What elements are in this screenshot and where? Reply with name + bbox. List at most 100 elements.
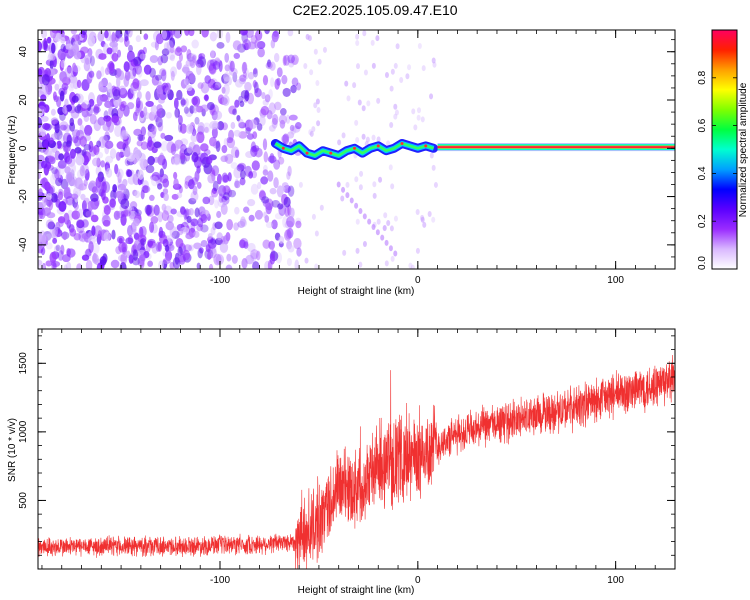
noise-blob	[188, 207, 194, 216]
noise-blob	[259, 189, 266, 199]
noise-blob	[253, 67, 258, 78]
noise-blob	[190, 218, 199, 227]
x-tick-label: -100	[210, 275, 230, 286]
noise-blob	[51, 167, 58, 175]
noise-blob	[221, 172, 229, 183]
noise-blob	[96, 70, 102, 80]
noise-blob	[395, 43, 400, 50]
noise-blob	[167, 214, 174, 223]
noise-blob	[126, 50, 135, 63]
noise-blob	[286, 216, 295, 228]
noise-blob	[413, 124, 418, 131]
noise-blob	[38, 116, 43, 129]
noise-blob	[286, 227, 294, 239]
noise-blob	[40, 129, 46, 137]
noise-blob	[52, 91, 57, 101]
noise-blob	[120, 253, 128, 265]
noise-blob	[287, 131, 295, 139]
noise-blob	[40, 115, 49, 123]
noise-blob	[38, 68, 43, 76]
noise-blob	[43, 40, 48, 52]
streak-blob	[349, 197, 354, 204]
noise-blob	[73, 203, 79, 211]
noise-blob	[271, 32, 280, 40]
noise-blob	[249, 119, 258, 129]
noise-blob	[417, 42, 422, 49]
noise-blob	[40, 160, 48, 169]
noise-blob	[41, 74, 50, 86]
noise-blob	[192, 95, 201, 107]
noise-blob	[294, 259, 300, 269]
noise-blob	[55, 244, 61, 252]
noise-blob	[195, 63, 202, 76]
noise-blob	[173, 97, 179, 110]
noise-blob	[111, 52, 119, 62]
noise-blob	[165, 111, 172, 119]
noise-blob	[98, 53, 107, 60]
noise-blob	[200, 104, 209, 113]
noise-blob	[382, 225, 387, 232]
noise-blob	[254, 147, 263, 158]
noise-blob	[161, 69, 167, 82]
noise-blob	[163, 192, 169, 202]
noise-blob	[427, 211, 432, 218]
noise-blob	[234, 149, 240, 159]
noise-blob	[150, 175, 159, 187]
noise-blob	[248, 214, 255, 222]
ridge-peak	[424, 144, 428, 148]
ridge-peak	[281, 146, 285, 150]
noise-blob	[216, 173, 222, 185]
noise-blob	[162, 158, 168, 170]
noise-blob	[58, 200, 67, 212]
noise-blob	[135, 35, 142, 43]
noise-blob	[241, 258, 248, 269]
noise-blob	[102, 95, 110, 103]
colorbar-label: Normalized spectral amplitude	[738, 82, 749, 217]
noise-blob	[178, 122, 183, 133]
noise-blob	[149, 194, 155, 202]
noise-blob	[204, 126, 209, 133]
colorbar-gradient	[711, 29, 738, 270]
noise-blob	[120, 130, 129, 140]
noise-blob	[214, 81, 221, 88]
noise-blob	[141, 185, 151, 194]
noise-blob	[172, 157, 181, 166]
noise-blob	[212, 180, 219, 192]
noise-blob	[202, 122, 211, 134]
noise-blob	[240, 169, 246, 180]
noise-blob	[69, 117, 75, 127]
ridge-peak	[329, 151, 333, 155]
noise-blob	[216, 42, 225, 49]
noise-blob	[372, 192, 377, 199]
noise-blob	[355, 247, 360, 254]
noise-blob	[278, 156, 285, 165]
noise-blob	[102, 219, 111, 227]
noise-blob	[47, 54, 53, 62]
noise-blob	[164, 87, 170, 95]
noise-blob	[116, 68, 122, 77]
noise-blob	[38, 230, 47, 243]
noise-blob	[226, 253, 232, 262]
y-tick-label: -40	[18, 237, 29, 252]
noise-blob	[219, 242, 229, 253]
noise-blob	[120, 198, 130, 210]
noise-blob	[110, 259, 120, 269]
colorbar-ticks: 0.0 0.2 0.4 0.6 0.8	[697, 70, 737, 270]
noise-blob	[96, 94, 103, 107]
noise-blob	[210, 49, 215, 59]
noise-blob	[173, 171, 178, 180]
noise-blob	[247, 198, 256, 207]
noise-blob	[197, 122, 205, 133]
noise-blob	[88, 70, 95, 78]
noise-blob	[254, 88, 262, 98]
noise-blob	[234, 178, 239, 189]
noise-blob	[429, 93, 434, 100]
noise-blob	[63, 86, 68, 95]
noise-blob	[103, 134, 111, 141]
noise-blob	[209, 247, 217, 259]
noise-blob	[71, 210, 81, 220]
noise-blob	[90, 214, 99, 223]
noise-blob	[151, 74, 160, 86]
noise-blob	[150, 215, 159, 224]
noise-blob	[270, 39, 276, 49]
